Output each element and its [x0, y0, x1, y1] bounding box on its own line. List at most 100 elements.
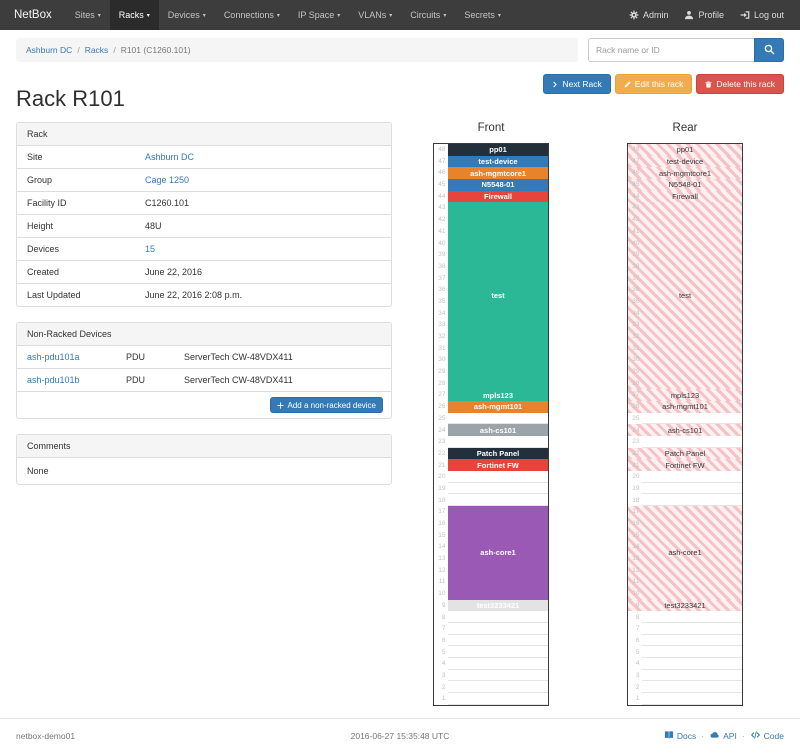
footer-link-label: Code — [763, 731, 784, 741]
rear-slot-test[interactable]: test — [628, 202, 742, 390]
front-slot-ash-cs101[interactable]: ash-cs101 — [448, 424, 548, 436]
rack-info-rows: Site Ashburn DC Group Cage 1250 Facility ID C… — [17, 146, 391, 306]
rear-slot-patch-panel[interactable]: Patch Panel — [628, 447, 742, 460]
server-time: 2016-06-27 15:35:48 UTC — [350, 731, 450, 741]
rear-empty-unit-8 — [642, 611, 742, 623]
info-value: Cage 1250 — [135, 169, 391, 191]
info-value-link[interactable]: Cage 1250 — [145, 175, 190, 185]
front-empty-unit-2 — [448, 681, 548, 693]
rack-info-panel-title: Rack — [17, 123, 391, 146]
nav-item-connections[interactable]: Connections ▾ — [215, 0, 289, 30]
search-input[interactable] — [588, 38, 754, 62]
rear-slot-firewall[interactable]: Firewall — [628, 190, 742, 203]
nav-item-circuits[interactable]: Circuits ▾ — [401, 0, 455, 30]
front-slot-patch-panel[interactable]: Patch Panel — [448, 447, 548, 460]
front-slot-mpls123[interactable]: mpls123 — [448, 389, 548, 401]
front-empty-unit-8 — [448, 611, 548, 623]
rack-info-row-created: Created June 22, 2016 — [17, 260, 391, 283]
unit-number: 36 — [632, 286, 640, 294]
front-slot-test[interactable]: test — [448, 202, 548, 390]
unit-number: 7 — [635, 625, 640, 633]
unit-number: 40 — [438, 239, 446, 247]
front-empty-unit-3 — [448, 670, 548, 682]
nav-item-vlans[interactable]: VLANs ▾ — [349, 0, 401, 30]
unit-number: 12 — [632, 566, 640, 574]
front-slot-test3233421[interactable]: test3233421 — [448, 599, 548, 612]
unit-number: 1 — [635, 695, 640, 703]
rear-slot-ash-core1[interactable]: ash-core1 — [628, 506, 742, 600]
front-slot-firewall[interactable]: Firewall — [448, 190, 548, 203]
unit-number: 15 — [438, 531, 446, 539]
comments-panel: Comments None — [16, 434, 392, 485]
front-empty-unit-7 — [448, 623, 548, 635]
nav-item-secrets[interactable]: Secrets ▾ — [455, 0, 510, 30]
front-slot-n5548-01[interactable]: N5548-01 — [448, 179, 548, 191]
nav-item-racks[interactable]: Racks ▾ — [109, 0, 159, 30]
book-icon — [664, 730, 674, 742]
info-value-link[interactable]: 15 — [145, 244, 156, 254]
rear-empty-unit-18 — [642, 494, 742, 507]
navbar-profile-link[interactable]: Profile — [676, 0, 732, 30]
unit-number: 36 — [438, 286, 446, 294]
unit-number: 13 — [632, 555, 640, 563]
rear-slot-mpls123[interactable]: mpls123 — [628, 389, 742, 401]
info-value-link[interactable]: Ashburn DC — [145, 152, 195, 162]
search-button[interactable] — [754, 38, 784, 62]
device-link[interactable]: ash-pdu101a — [27, 352, 80, 362]
rack-info-row-group: Group Cage 1250 — [17, 168, 391, 191]
footer-link-separator: · — [741, 731, 745, 741]
add-non-racked-device-button[interactable]: Add a non-racked device — [269, 397, 383, 413]
navbar-log-out-link[interactable]: Log out — [732, 0, 792, 30]
nav-item-label: Sites — [74, 10, 95, 20]
unit-number: 14 — [438, 543, 446, 551]
device-link[interactable]: ash-pdu101b — [27, 375, 80, 385]
main-content: Rack Site Ashburn DC Group Cage 1250 Facilit… — [16, 122, 784, 706]
front-slot-test-device[interactable]: test-device — [448, 155, 548, 168]
unit-number: 20 — [438, 473, 446, 481]
unit-number: 48 — [438, 146, 446, 153]
footer-link-api[interactable]: API — [709, 730, 737, 742]
unit-number: 45 — [632, 181, 640, 189]
chevron-down-icon: ▾ — [389, 12, 393, 19]
unit-number: 43 — [632, 204, 640, 212]
front-slot-fortinet-fw[interactable]: Fortinet FW — [448, 459, 548, 472]
rack-actions: Next Rack Edit this rack Delete this rac… — [16, 74, 784, 94]
rear-slot-n5548-01[interactable]: N5548-01 — [628, 179, 742, 191]
rear-slot-pp01[interactable]: pp01 — [628, 144, 742, 156]
chevron-down-icon: ▾ — [97, 12, 101, 19]
rear-slot-ash-mgmtcore1[interactable]: ash-mgmtcore1 — [628, 167, 742, 180]
navbar-admin-link[interactable]: Admin — [621, 0, 677, 30]
footer-link-docs[interactable]: Docs — [664, 730, 696, 742]
nav-item-devices[interactable]: Devices ▾ — [159, 0, 215, 30]
rear-slot-test-device[interactable]: test-device — [628, 155, 742, 168]
non-racked-rows: ash-pdu101a PDU ServerTech CW-48VDX411 ash-… — [17, 346, 391, 391]
front-slot-ash-mgmt101[interactable]: ash-mgmt101 — [448, 400, 548, 413]
nav-item-label: Secrets — [464, 10, 495, 20]
unit-number: 17 — [438, 508, 446, 516]
rear-slot-ash-mgmt101[interactable]: ash-mgmt101 — [628, 400, 742, 413]
footer-link-code[interactable]: Code — [750, 730, 784, 742]
rear-slot-fortinet-fw[interactable]: Fortinet FW — [628, 459, 742, 472]
app-brand[interactable]: NetBox — [14, 9, 52, 21]
front-slot-pp01[interactable]: pp01 — [448, 144, 548, 156]
breadcrumb-item-racks[interactable]: Racks — [84, 45, 109, 55]
nav-item-ip-space[interactable]: IP Space ▾ — [289, 0, 349, 30]
next-rack-button[interactable]: Next Rack — [542, 74, 611, 94]
delete-rack-button[interactable]: Delete this rack — [696, 74, 784, 94]
non-racked-panel-footer: Add a non-racked device — [17, 391, 391, 418]
rear-slot-ash-cs101[interactable]: ash-cs101 — [628, 424, 742, 436]
rear-slot-test3233421[interactable]: test3233421 — [628, 599, 742, 612]
info-value: June 22, 2016 — [145, 267, 203, 277]
front-slot-ash-core1[interactable]: ash-core1 — [448, 506, 548, 600]
rear-rack-diagram: pp01 test-device ash-mgmtcore1 N5548-01 Fire… — [627, 143, 743, 706]
front-slot-ash-mgmtcore1[interactable]: ash-mgmtcore1 — [448, 167, 548, 180]
breadcrumb-item-ashburn-dc[interactable]: Ashburn DC — [26, 45, 73, 55]
unit-number: 47 — [632, 157, 640, 165]
non-racked-panel-title: Non-Racked Devices — [17, 323, 391, 346]
info-value: June 22, 2016 2:08 p.m. — [145, 290, 243, 300]
unit-number: 22 — [438, 449, 446, 457]
edit-rack-button[interactable]: Edit this rack — [614, 74, 693, 94]
nav-item-sites[interactable]: Sites ▾ — [66, 0, 110, 30]
unit-number: 12 — [438, 566, 446, 574]
unit-number: 34 — [438, 309, 446, 317]
